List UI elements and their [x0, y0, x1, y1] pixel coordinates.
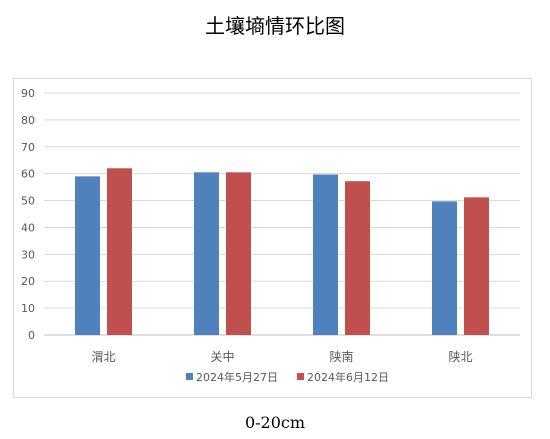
legend-label-1: 2024年5月27日	[196, 370, 278, 384]
bar-关中-series-1	[194, 172, 219, 335]
legend-swatch-2	[297, 373, 304, 380]
x-category-label: 陕南	[329, 349, 353, 364]
legend-label-2: 2024年6月12日	[307, 370, 389, 384]
x-category-label: 关中	[210, 349, 234, 364]
y-tick-label: 50	[21, 195, 35, 208]
y-tick-label: 0	[28, 329, 35, 342]
bar-关中-series-2	[226, 172, 251, 335]
chart-subtitle: 0-20cm	[244, 413, 306, 432]
bar-陕南-series-1	[313, 174, 338, 335]
bar-渭北-series-1	[75, 176, 100, 335]
y-tick-label: 80	[21, 114, 35, 127]
y-tick-label: 10	[21, 302, 35, 315]
bar-陕南-series-2	[345, 181, 370, 335]
chart-title: 土壤墒情环比图	[205, 14, 345, 38]
x-category-label: 渭北	[91, 350, 115, 364]
y-tick-label: 60	[21, 168, 35, 181]
y-tick-label: 30	[21, 248, 35, 261]
bar-陕北-series-2	[464, 197, 489, 335]
bar-渭北-series-2	[107, 168, 132, 335]
x-category-label: 陕北	[448, 349, 472, 364]
y-tick-label: 90	[21, 87, 35, 100]
y-tick-label: 40	[21, 221, 35, 234]
y-tick-label: 70	[21, 141, 35, 154]
y-tick-label: 20	[21, 275, 35, 288]
bar-陕北-series-1	[432, 201, 457, 335]
legend-swatch-1	[186, 373, 193, 380]
